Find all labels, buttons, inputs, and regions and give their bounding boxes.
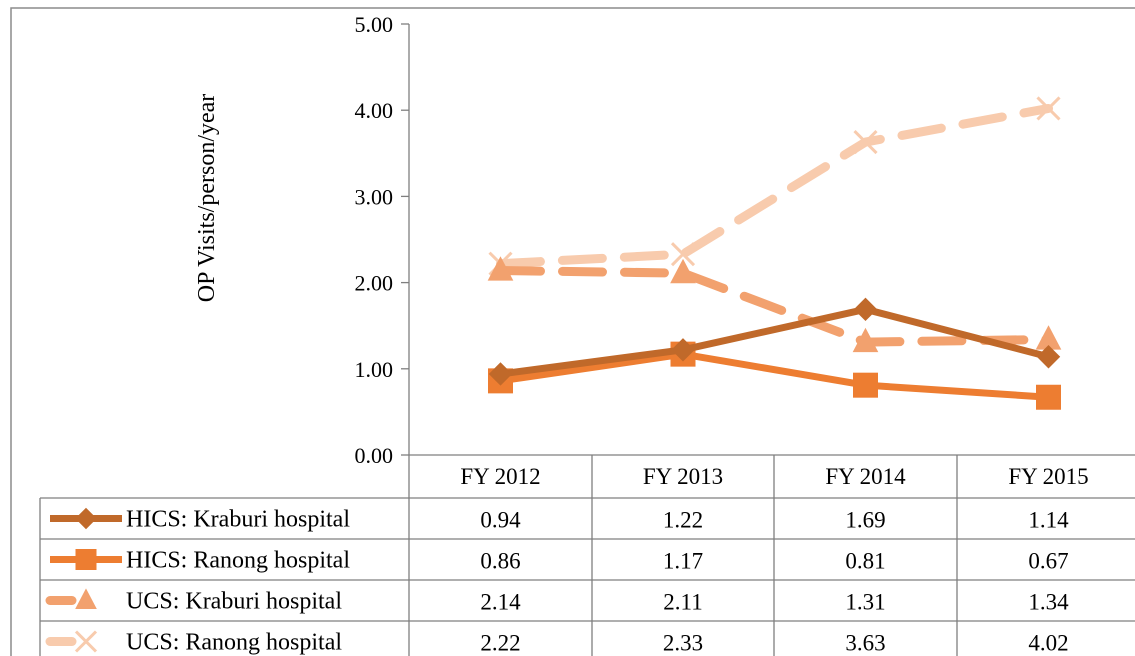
category-label: FY 2012 [460, 464, 540, 489]
table-row: HICS: Kraburi hospital 0.94 1.22 1.69 1.14 [50, 507, 1069, 533]
data-point-marker [853, 372, 878, 398]
data-point-marker [670, 258, 696, 284]
series-line [496, 266, 1053, 347]
category-label: FY 2014 [825, 464, 906, 489]
y-tick-label: 2.00 [355, 271, 394, 296]
table-row: HICS: Ranong hospital 0.86 1.17 0.81 0.67 [50, 548, 1069, 574]
data-point-marker [1036, 345, 1061, 369]
y-tick-label: 1.00 [355, 357, 394, 382]
table-cell-value: 0.86 [480, 549, 520, 574]
series-hics-kraburi-hospital [488, 297, 1061, 386]
y-tick-labels: 0.00 1.00 2.00 3.00 4.00 5.00 [355, 12, 394, 468]
table-cell-value: 1.17 [663, 549, 703, 574]
data-point-marker [487, 256, 514, 281]
category-labels: FY 2012 FY 2013 FY 2014 FY 2015 [460, 464, 1088, 489]
table-row: UCS: Ranong hospital 2.22 2.33 3.63 4.02 [45, 630, 1069, 656]
plot-area [487, 96, 1062, 410]
table-cell-value: 1.34 [1028, 590, 1069, 615]
table-cell-value: 0.94 [480, 508, 521, 533]
category-label: FY 2013 [643, 464, 723, 489]
series-ucs-kraburi-hospital [487, 256, 1062, 353]
series-line [496, 103, 1053, 269]
series-ucs-ranong-hospital [488, 96, 1061, 276]
category-label: FY 2015 [1008, 464, 1088, 489]
data-point-marker [853, 130, 878, 155]
chart-frame [10, 7, 1135, 656]
legend-key [50, 507, 122, 530]
table-cell-value: 2.33 [663, 631, 703, 656]
legend-key [50, 549, 122, 570]
table-cell-value: 2.22 [480, 631, 520, 656]
data-point-marker [853, 297, 878, 322]
legend-key-marker [75, 549, 97, 570]
legend-label: HICS: Kraburi hospital [126, 507, 350, 533]
y-tick-label: 4.00 [355, 98, 394, 123]
table-cell-value: 2.11 [663, 590, 702, 615]
series-hics-ranong-hospital [488, 341, 1061, 410]
data-table: HICS: Kraburi hospital 0.94 1.22 1.69 1.14HI… [45, 507, 1069, 656]
legend-key-marker [74, 630, 98, 653]
y-axis-title: OP Visits/person/year [194, 94, 220, 303]
data-point-marker [1036, 96, 1061, 121]
table-cell-value: 3.63 [845, 631, 885, 656]
table-cell-value: 4.02 [1028, 631, 1068, 656]
data-point-marker [488, 362, 513, 386]
table-cell-value: 2.14 [480, 590, 521, 615]
data-point-marker [1036, 384, 1061, 410]
table-cell-value: 1.31 [845, 590, 885, 615]
table-cell-value: 0.81 [845, 549, 885, 574]
y-tick-label: 5.00 [355, 12, 394, 37]
y-tick-label: 0.00 [355, 443, 394, 468]
table-cell-value: 1.69 [845, 508, 885, 533]
chart-border [10, 7, 1135, 656]
series-line [499, 350, 1049, 401]
legend-label: UCS: Kraburi hospital [126, 589, 342, 615]
data-table-grid [39, 454, 1135, 656]
series-line [500, 305, 1050, 378]
legend-key [45, 588, 97, 609]
table-cell-value: 0.67 [1028, 549, 1068, 574]
y-tick-label: 3.00 [355, 184, 394, 209]
table-row: UCS: Kraburi hospital 2.14 2.11 1.31 1.34 [45, 588, 1069, 615]
table-cell-value: 1.22 [663, 508, 703, 533]
y-axis [401, 23, 410, 456]
legend-key [45, 630, 98, 653]
table-cell-value: 1.14 [1028, 508, 1069, 533]
data-point-marker [852, 327, 879, 353]
legend-key-marker [75, 588, 97, 609]
data-point-marker [670, 242, 696, 267]
data-point-marker [671, 338, 695, 362]
legend-label: HICS: Ranong hospital [126, 548, 350, 574]
legend-key-marker [75, 507, 97, 530]
legend-label: UCS: Ranong hospital [126, 630, 342, 656]
